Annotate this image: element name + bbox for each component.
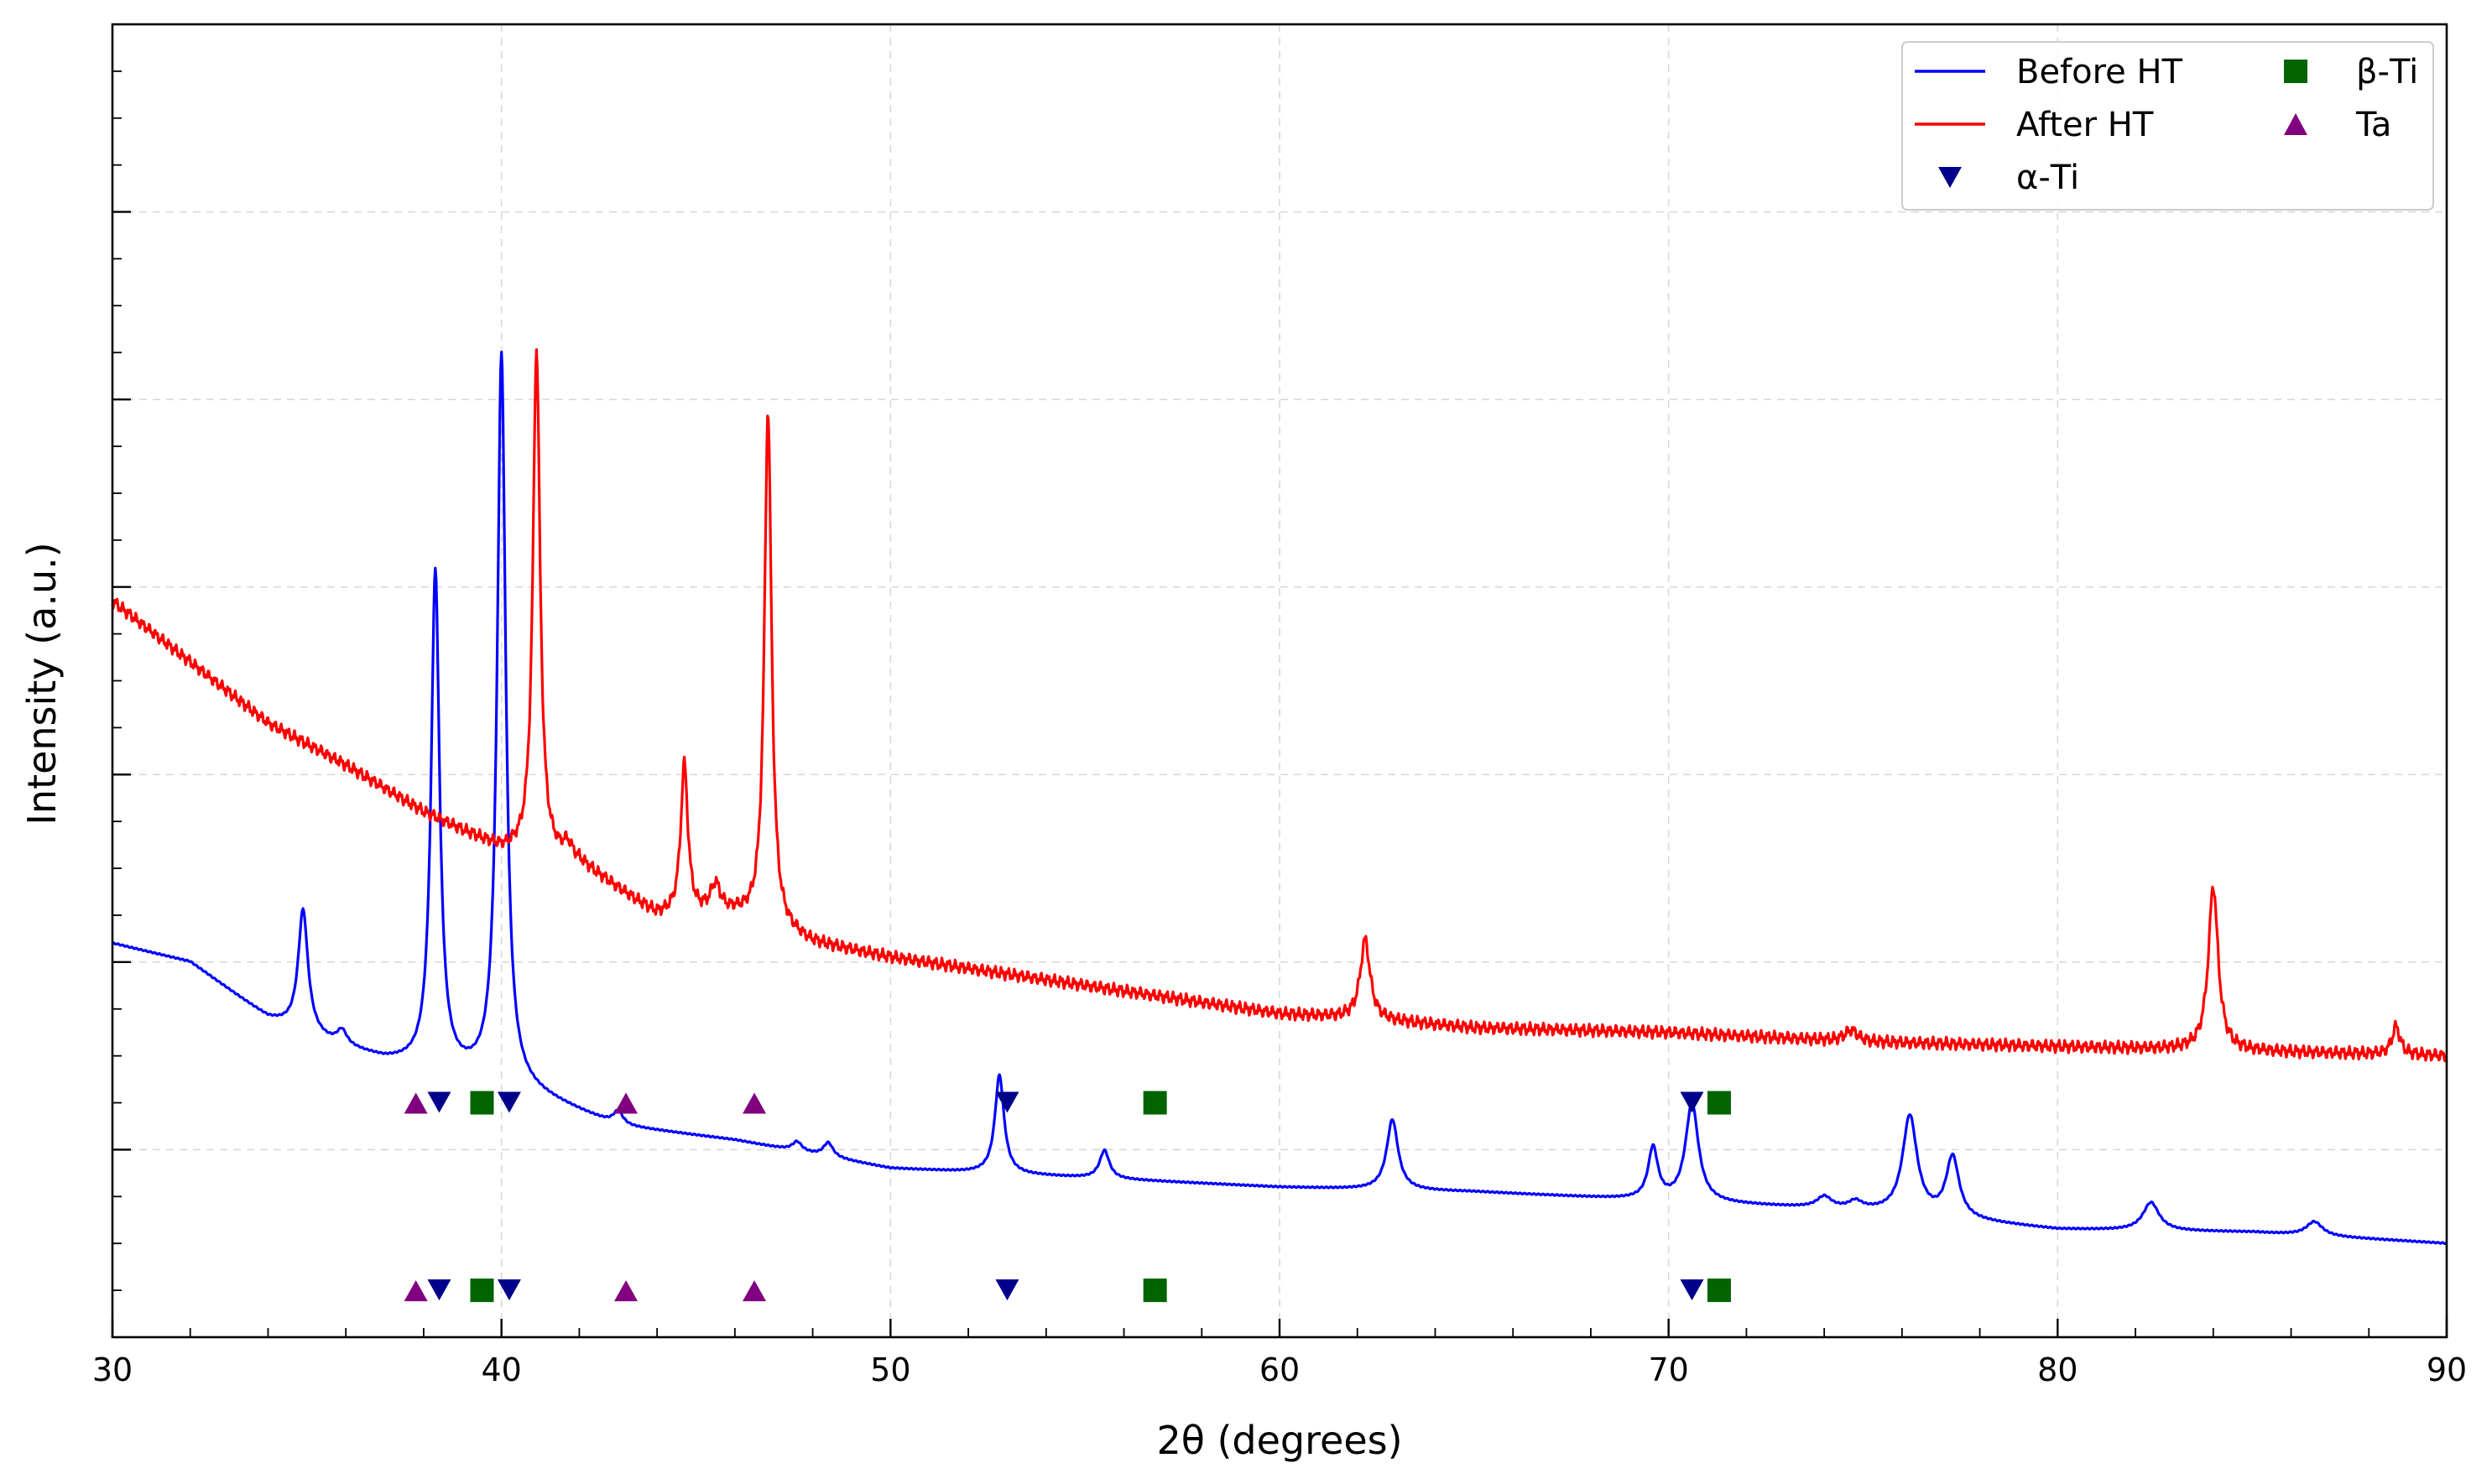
marker-alpha-ti xyxy=(497,1091,521,1113)
marker-ti xyxy=(470,1278,494,1303)
marker-alpha-ti xyxy=(497,1279,521,1301)
legend: Before HT After HT α-Ti β-Ti Ta xyxy=(1901,41,2434,211)
x-tick-label: 50 xyxy=(870,1351,910,1388)
legend-alpha-ti-label: α-Ti xyxy=(2016,159,2079,197)
x-tick-label: 70 xyxy=(1648,1351,1688,1388)
marker-alpha-ti xyxy=(995,1091,1019,1113)
marker-ta xyxy=(404,1092,428,1114)
plot-lines xyxy=(111,348,2448,1246)
legend-beta-ti-marker xyxy=(2284,60,2307,83)
marker-ti xyxy=(1707,1091,1731,1115)
legend-before-ht-label: Before HT xyxy=(2016,53,2183,91)
marker-ti xyxy=(470,1091,494,1115)
y-axis-label: Intensity (a.u.) xyxy=(19,542,65,825)
x-tick-label: 30 xyxy=(92,1351,133,1388)
marker-alpha-ti xyxy=(1680,1279,1704,1301)
marker-ta xyxy=(614,1280,639,1302)
axis-ticks: 30 40 50 60 70 80 90 xyxy=(92,70,2467,1388)
series-line-before-ht xyxy=(112,351,2448,1246)
marker-alpha-ti xyxy=(427,1279,451,1301)
marker-alpha-ti xyxy=(1680,1091,1704,1113)
legend-box xyxy=(1901,41,2434,211)
marker-ti xyxy=(1707,1278,1731,1303)
x-axis-label: 2θ (degrees) xyxy=(1156,1418,1402,1463)
marker-alpha-ti xyxy=(427,1091,451,1113)
grid-lines xyxy=(112,24,2447,1337)
marker-alpha-ti xyxy=(995,1279,1019,1301)
marker-ti xyxy=(1143,1278,1167,1303)
legend-ta-marker xyxy=(2284,113,2307,135)
legend-ta-label: Ta xyxy=(2355,106,2391,144)
legend-alpha-ti-marker xyxy=(1938,167,1962,188)
x-tick-label: 60 xyxy=(1259,1351,1300,1388)
legend-beta-ti-label: β-Ti xyxy=(2356,53,2418,91)
series-line-after-ht xyxy=(111,348,2448,1063)
legend-after-ht-label: After HT xyxy=(2016,106,2154,144)
x-tick-label: 40 xyxy=(481,1351,521,1388)
marker-ta xyxy=(614,1092,639,1114)
marker-ta xyxy=(743,1280,767,1302)
marker-ta xyxy=(743,1092,767,1114)
marker-ta xyxy=(404,1280,428,1302)
x-tick-label: 90 xyxy=(2427,1351,2467,1388)
x-tick-label: 80 xyxy=(2037,1351,2078,1388)
phase-markers xyxy=(404,1091,1731,1303)
marker-ti xyxy=(1143,1091,1167,1115)
